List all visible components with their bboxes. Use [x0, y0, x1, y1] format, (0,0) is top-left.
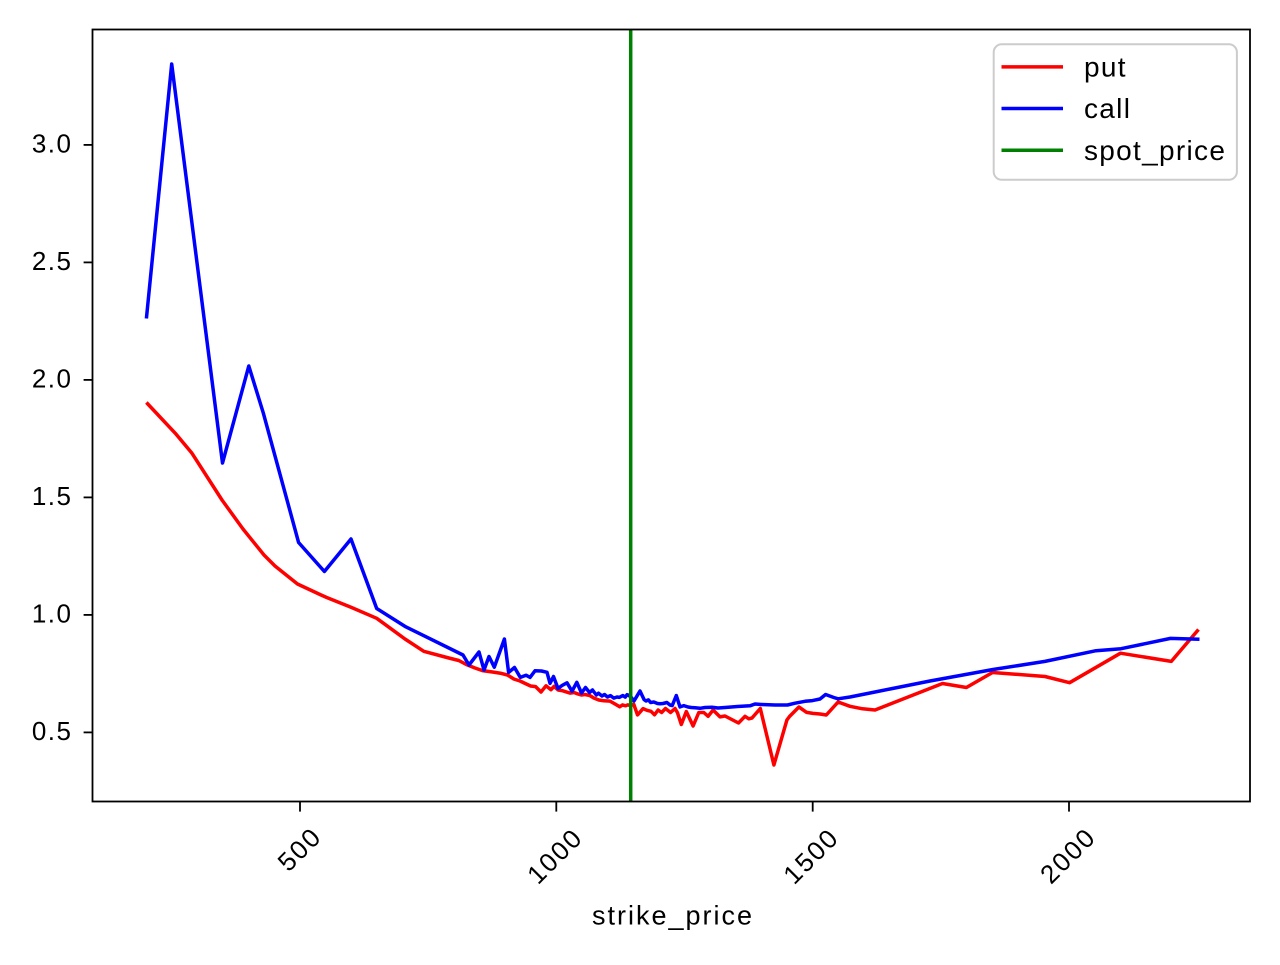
- svg-text:strike_price: strike_price: [592, 901, 754, 931]
- svg-text:2.5: 2.5: [32, 246, 73, 276]
- svg-text:spot_price: spot_price: [1084, 135, 1226, 166]
- svg-text:2.0: 2.0: [32, 364, 73, 394]
- svg-text:call: call: [1084, 93, 1131, 124]
- svg-text:0.5: 0.5: [32, 716, 73, 746]
- svg-text:3.0: 3.0: [32, 129, 73, 159]
- svg-text:put: put: [1084, 52, 1127, 83]
- svg-text:1.5: 1.5: [32, 481, 73, 511]
- svg-text:1.0: 1.0: [32, 599, 73, 629]
